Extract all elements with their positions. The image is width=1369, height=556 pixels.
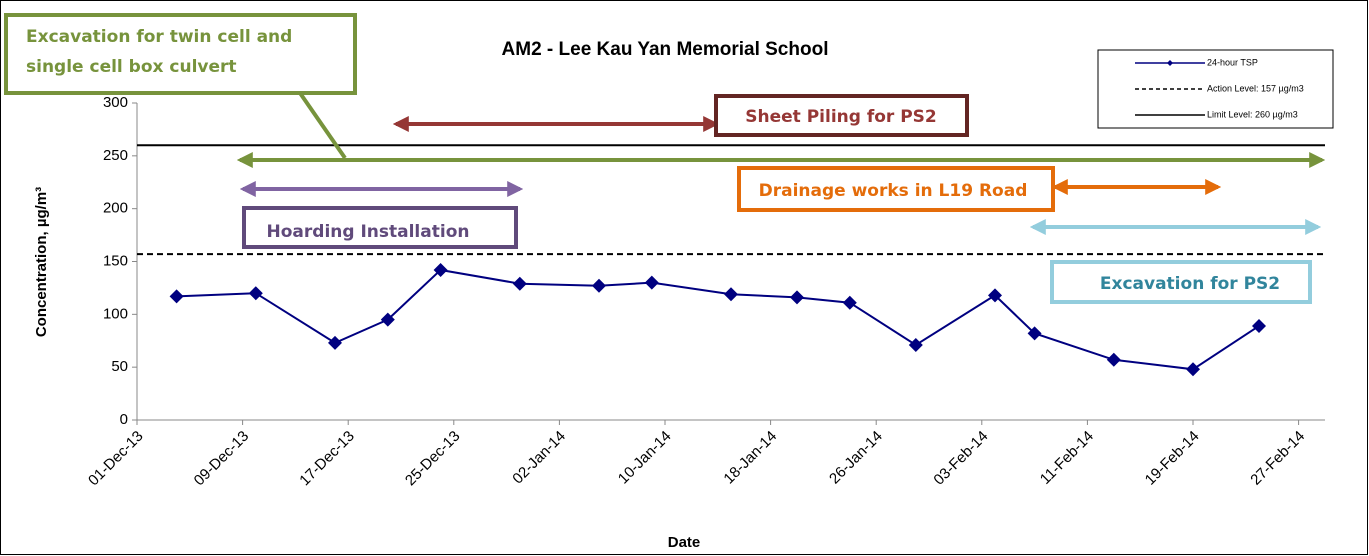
marker: [908, 337, 923, 352]
y-axis-label: Concentration, µg/m³: [33, 187, 50, 337]
marker: [988, 288, 1002, 303]
marker: [1252, 318, 1266, 333]
marker: [248, 286, 263, 301]
x-axis-label: Date: [668, 534, 701, 551]
y-tick-label: 300: [103, 94, 128, 111]
annotation-text: Sheet Piling for PS2: [745, 107, 937, 127]
marker: [512, 276, 527, 291]
marker: [842, 295, 857, 310]
y-tick-label: 0: [120, 411, 128, 428]
marker: [790, 290, 804, 305]
marker: [380, 312, 395, 327]
annotation-text: single cell box culvert: [26, 57, 237, 77]
annotation-text: Hoarding Installation: [267, 222, 470, 242]
legend: 24-hour TSP Action Level: 157 µg/m3 Limit …: [1097, 49, 1334, 129]
legend-label: Limit Level: 260 µg/m3: [1207, 109, 1298, 119]
y-tick-label: 150: [103, 252, 128, 269]
marker: [1027, 326, 1042, 341]
annotation-box: [242, 206, 518, 249]
legend-marker: [1167, 60, 1173, 66]
marker: [644, 275, 659, 290]
legend-label: Action Level: 157 µg/m3: [1207, 83, 1304, 93]
marker: [328, 335, 342, 350]
y-tick-label: 250: [103, 147, 128, 164]
annotation-text: Excavation for twin cell and: [26, 27, 292, 47]
annotation-box: [714, 94, 969, 137]
marker: [1186, 362, 1200, 377]
annotation-text: Excavation for PS2: [1100, 274, 1280, 294]
marker: [1106, 352, 1121, 367]
chart-title: AM2 - Lee Kau Yan Memorial School: [502, 39, 829, 60]
connector: [298, 91, 347, 160]
annotation-box: [737, 166, 1055, 212]
marker: [433, 262, 448, 277]
marker: [592, 278, 606, 293]
legend-label: 24-hour TSP: [1207, 57, 1258, 67]
marker: [169, 289, 184, 304]
annotations: Excavation for twin cell and single cell…: [4, 13, 1326, 304]
annotation-text: Drainage works in L19 Road: [759, 181, 1028, 201]
y-tick-label: 50: [111, 358, 128, 375]
annotation-box: [1050, 260, 1312, 304]
y-tick-label: 200: [103, 200, 128, 217]
marker: [724, 287, 738, 302]
y-tick-label: 100: [103, 305, 128, 322]
annotation-box: [4, 13, 357, 95]
